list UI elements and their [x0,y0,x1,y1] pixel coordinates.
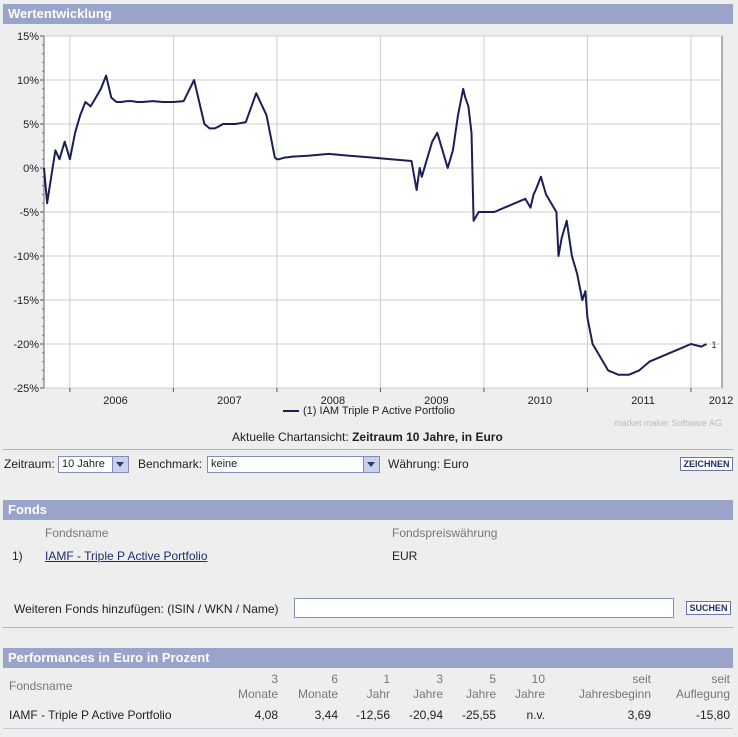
perf-header-bottom: Monate [297,687,338,701]
perf-header-bottom: Jahr [366,687,390,701]
x-tick-label: 2008 [321,395,345,407]
perf-header-bottom: Monate [237,687,278,701]
y-tick-label: 5% [23,119,39,131]
perf-column-header: 6 Monate [298,672,338,702]
perf-header-top: 3 [436,672,443,686]
perf-value: -20,94 [408,708,443,722]
x-tick-label: 2007 [217,395,241,407]
perf-header-top: seit [632,672,651,686]
y-tick-label: -10% [13,251,39,263]
zeitraum-value: 10 Jahre [62,458,105,470]
section-title: Wertentwicklung [8,6,112,21]
section-title: Performances in Euro in Prozent [8,650,210,665]
section-header-fonds: Fonds [3,500,733,520]
perf-value: 3,69 [627,708,651,722]
perf-row-name: IAMF - Triple P Active Portfolio [9,708,172,722]
perf-header-top: seit [711,672,730,686]
legend-series-name: IAM Triple P Active Portfolio [319,405,456,417]
perf-value: -15,80 [695,708,730,722]
add-fonds-label: Weiteren Fonds hinzufügen: (ISIN / WKN /… [14,602,279,616]
series-end-label: 1 [711,340,716,350]
chevron-down-icon[interactable] [112,457,128,472]
current-chart-view: Aktuelle Chartansicht: Zeitraum 10 Jahre… [232,430,503,444]
x-tick-label: 2006 [103,395,127,407]
legend-line-swatch [283,410,299,413]
perf-header-bottom: Jahre [514,687,545,701]
y-tick-label: 10% [17,75,39,87]
y-tick-label: 15% [17,31,39,43]
col-header-fondspreiswaehrung: Fondspreiswährung [392,526,498,540]
perf-value: -25,55 [461,708,496,722]
perf-header-top: 6 [331,672,338,686]
current-view-value: Zeitraum 10 Jahre, in Euro [352,430,503,444]
benchmark-select[interactable]: keine [207,456,380,473]
add-fonds-input[interactable] [294,598,674,618]
x-tick-label: 2009 [424,395,448,407]
fonds-currency: EUR [392,549,418,563]
section-header-performance: Performances in Euro in Prozent [3,648,733,668]
benchmark-label: Benchmark: [138,457,203,471]
perf-header-top: 3 [271,672,278,686]
suchen-button[interactable]: SUCHEN [686,601,731,615]
perf-column-header: seit Auflegung [676,672,730,702]
waehrung-label: Währung: Euro [388,457,469,471]
perf-value: -12,56 [355,708,390,722]
perf-header-bottom: Jahre [412,687,443,701]
performance-chart: 15% 10% 5% 0% -5% -10% -15% -20% -25% 2006 2007 200… [13,31,733,407]
y-tick-label: -5% [19,207,39,219]
perf-column-header: 10 Jahre [515,672,545,702]
divider [3,449,733,450]
current-view-prefix: Aktuelle Chartansicht: [232,430,349,444]
y-tick-label: -20% [13,339,39,351]
section-header-wertentwicklung: Wertentwicklung [3,4,733,24]
perf-header-top: 10 [531,672,545,686]
perf-header-bottom: Jahre [465,687,496,701]
y-tick-label: 0% [23,163,39,175]
perf-header-bottom: Auflegung [675,687,730,701]
divider [3,728,733,729]
perf-value: 4,08 [254,708,278,722]
perf-value: n.v. [526,708,545,722]
perf-column-header: 3 Jahre [413,672,443,702]
fonds-row-index: 1) [12,549,23,563]
col-header-fondsname: Fondsname [45,526,109,540]
zeitraum-label: Zeitraum: [4,457,55,471]
perf-column-header: 5 Jahre [466,672,496,702]
legend-number: (1) [303,405,317,417]
perf-header-bottom: Jahresbeginn [578,687,651,701]
benchmark-value: keine [211,458,238,470]
x-tick-label: 2010 [528,395,552,407]
perf-header-top: 5 [489,672,496,686]
perf-column-header: 1 Jahr [367,672,390,702]
zeichnen-button[interactable]: ZEICHNEN [680,457,733,471]
chevron-down-icon[interactable] [363,457,379,472]
perf-column-header: 3 Monate [238,672,278,702]
x-tick-label: 2012 [709,395,733,407]
y-tick-label: -25% [13,383,39,395]
section-title: Fonds [8,502,47,517]
series-line [43,74,707,376]
perf-header-top: 1 [383,672,390,686]
perf-column-header: seit Jahresbeginn [579,672,651,702]
chart-credit: market maker Software AG [614,418,723,428]
x-tick-label: 2011 [631,395,655,407]
zeitraum-select[interactable]: 10 Jahre [58,456,129,473]
y-tick-label: -15% [13,295,39,307]
divider [3,627,733,628]
fonds-name-link[interactable]: IAMF - Triple P Active Portfolio [45,549,208,563]
perf-header-fondsname: Fondsname [9,679,73,693]
chart-legend: (1) IAM Triple P Active Portfolio [283,405,455,417]
perf-value: 3,44 [314,708,338,722]
